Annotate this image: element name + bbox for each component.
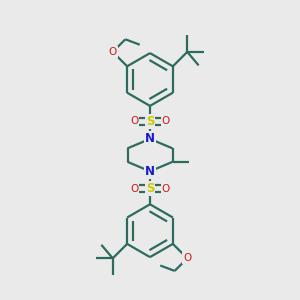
Text: N: N: [145, 132, 155, 146]
Text: S: S: [146, 182, 154, 195]
Text: O: O: [161, 184, 170, 194]
Text: O: O: [183, 253, 191, 263]
Text: O: O: [109, 47, 117, 57]
Text: O: O: [161, 116, 170, 127]
Text: O: O: [130, 116, 139, 127]
Text: N: N: [145, 165, 155, 178]
Text: S: S: [146, 115, 154, 128]
Text: O: O: [130, 184, 139, 194]
